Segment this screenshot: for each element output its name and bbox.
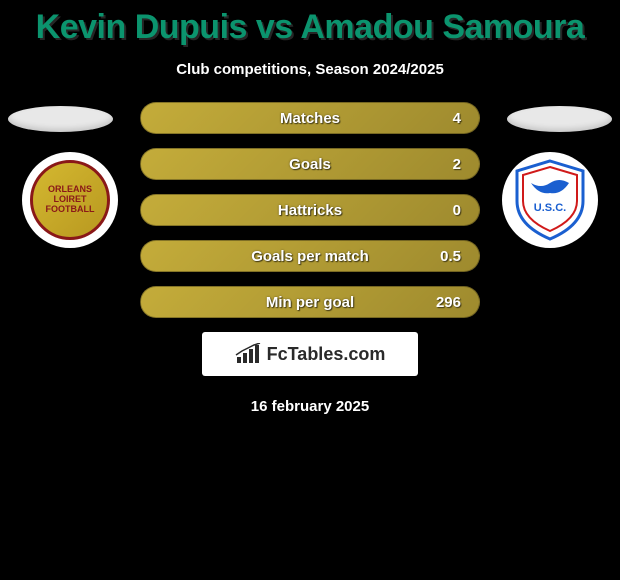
chart-icon — [235, 343, 261, 365]
stat-row-matches: Matches 4 — [140, 102, 480, 134]
brand-box: FcTables.com — [202, 332, 418, 376]
club-badge-left: ORLEANS LOIRET FOOTBALL — [22, 152, 118, 248]
stat-value: 0 — [453, 202, 461, 219]
stat-value: 0.5 — [440, 248, 461, 265]
stats-list: Matches 4 Goals 2 Hattricks 0 Goals per … — [140, 102, 480, 318]
usc-badge-icon: U.S.C. — [511, 159, 589, 241]
stat-row-hattricks: Hattricks 0 — [140, 194, 480, 226]
stat-row-goals: Goals 2 — [140, 148, 480, 180]
player-right-name-oval — [507, 106, 612, 132]
brand-text: FcTables.com — [267, 344, 386, 365]
stat-label: Goals — [289, 156, 331, 173]
stat-value: 4 — [453, 110, 461, 127]
svg-text:U.S.C.: U.S.C. — [534, 202, 566, 214]
stat-label: Goals per match — [251, 248, 369, 265]
player-left-name-oval — [8, 106, 113, 132]
page-title: Kevin Dupuis vs Amadou Samoura — [0, 0, 620, 47]
stat-row-mpg: Min per goal 296 — [140, 286, 480, 318]
orleans-badge-icon: ORLEANS LOIRET FOOTBALL — [30, 160, 110, 240]
stat-value: 2 — [453, 156, 461, 173]
comparison-content: ORLEANS LOIRET FOOTBALL U.S.C. Matches 4… — [0, 102, 620, 415]
stat-label: Matches — [280, 110, 340, 127]
stat-label: Hattricks — [278, 202, 342, 219]
date-line: 16 february 2025 — [0, 398, 620, 415]
stat-row-gpm: Goals per match 0.5 — [140, 240, 480, 272]
stat-value: 296 — [436, 294, 461, 311]
badge-left-text: ORLEANS LOIRET FOOTBALL — [33, 185, 107, 215]
subtitle: Club competitions, Season 2024/2025 — [0, 61, 620, 78]
club-badge-right: U.S.C. — [502, 152, 598, 248]
stat-label: Min per goal — [266, 294, 354, 311]
